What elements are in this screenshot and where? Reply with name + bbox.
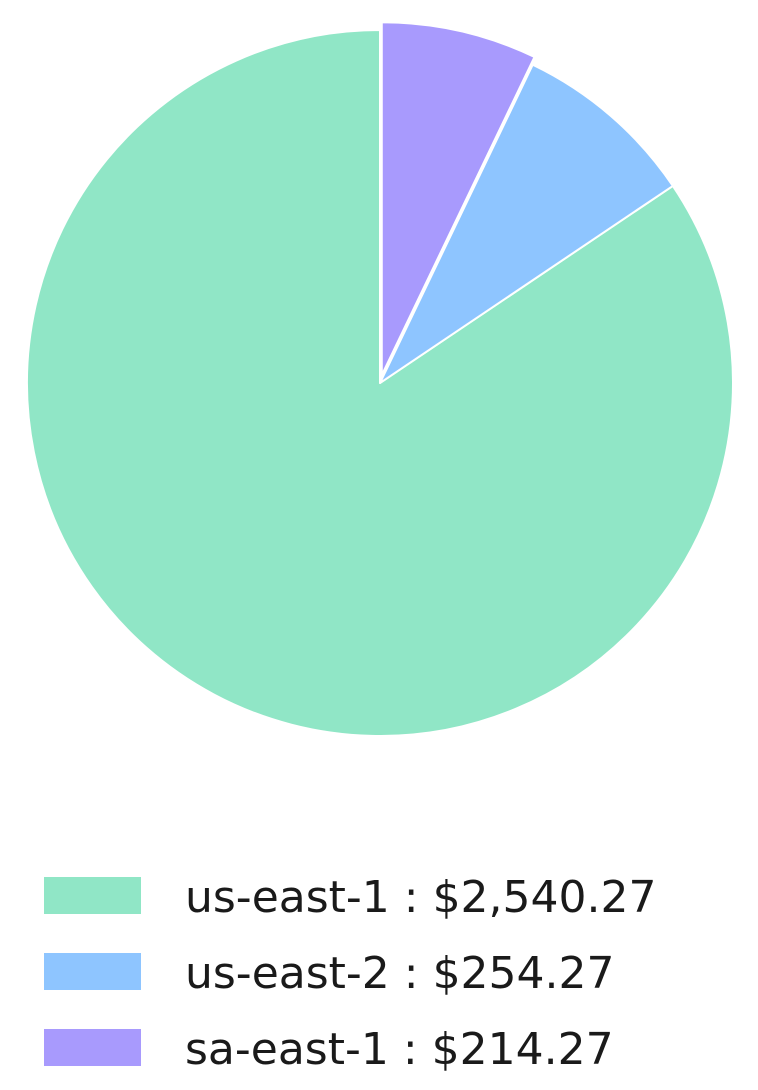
legend-swatch-sa-east-1 xyxy=(44,1029,141,1066)
legend-swatch-us-east-2 xyxy=(44,953,141,990)
legend-label-sa-east-1: sa-east-1 : $214.27 xyxy=(185,1024,614,1075)
pie-slices xyxy=(26,21,734,737)
pie-slice-sa-east-1 xyxy=(380,21,536,377)
legend-label-us-east-2: us-east-2 : $254.27 xyxy=(185,948,615,999)
legend-swatch-us-east-1 xyxy=(44,877,141,914)
legend: us-east-1 : $2,540.27 us-east-2 : $254.27… xyxy=(44,872,657,1075)
legend-label-us-east-1: us-east-1 : $2,540.27 xyxy=(185,872,657,923)
pie-slice-us-east-2 xyxy=(379,63,674,384)
